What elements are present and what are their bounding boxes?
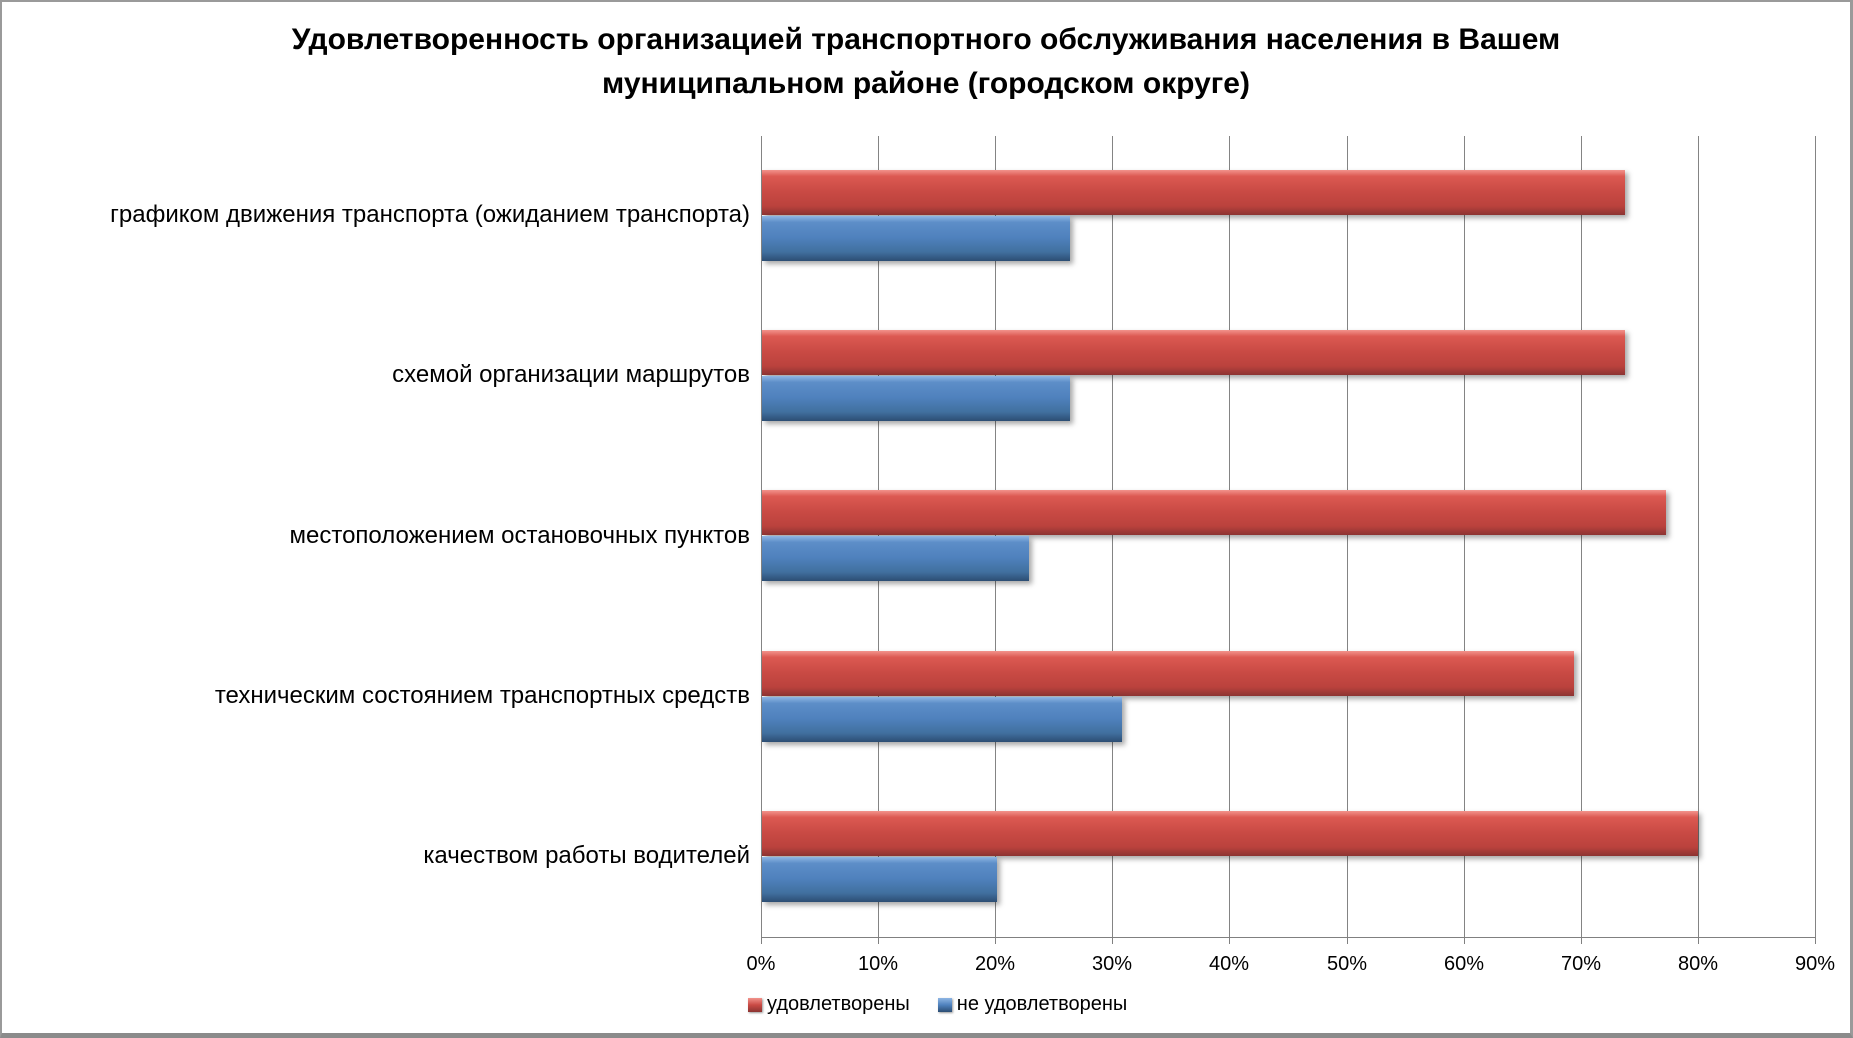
axis-tick-mark bbox=[878, 937, 879, 944]
category-label: схемой организации маршрутов bbox=[392, 361, 750, 388]
bar-satisfied-row3 bbox=[762, 490, 1666, 535]
axis-tick-mark bbox=[1347, 937, 1348, 944]
bar-satisfied-row1 bbox=[762, 170, 1625, 215]
legend-marker-icon bbox=[748, 997, 762, 1012]
bar-unsatisfied-row2 bbox=[762, 376, 1070, 421]
gridline bbox=[1815, 136, 1816, 937]
x-axis-tick-label: 90% bbox=[1794, 953, 1836, 975]
bar-unsatisfied-row1 bbox=[762, 216, 1070, 261]
legend: удовлетворены не удовлетворены bbox=[748, 993, 1127, 1016]
gridline bbox=[1581, 136, 1582, 937]
x-axis-tick-label: 80% bbox=[1677, 953, 1719, 975]
gridline bbox=[1112, 136, 1113, 937]
gridline bbox=[1698, 136, 1699, 937]
gridline bbox=[761, 136, 762, 937]
x-axis-tick-label: 20% bbox=[974, 953, 1016, 975]
axis-tick-mark bbox=[1464, 937, 1465, 944]
bar-unsatisfied-row4 bbox=[762, 697, 1122, 742]
legend-label: удовлетворены bbox=[767, 993, 910, 1015]
axis-tick-mark bbox=[1229, 937, 1230, 944]
x-axis-tick-label: 0% bbox=[746, 953, 776, 975]
x-axis-tick-label: 10% bbox=[857, 953, 899, 975]
legend-item-satisfied: удовлетворены bbox=[748, 993, 910, 1016]
x-axis-tick-label: 70% bbox=[1560, 953, 1602, 975]
x-axis-tick-label: 50% bbox=[1326, 953, 1368, 975]
category-label: качеством работы водителей bbox=[423, 842, 750, 869]
axis-tick-mark bbox=[1698, 937, 1699, 944]
gridline bbox=[1347, 136, 1348, 937]
gridline bbox=[1229, 136, 1230, 937]
x-axis-tick-label: 60% bbox=[1443, 953, 1485, 975]
legend-item-unsatisfied: не удовлетворены bbox=[937, 993, 1128, 1016]
chart-title: Удовлетворенность организацией транспорт… bbox=[2, 18, 1850, 105]
bar-satisfied-row5 bbox=[762, 811, 1698, 856]
bar-unsatisfied-row5 bbox=[762, 857, 997, 902]
axis-tick-mark bbox=[995, 937, 996, 944]
category-label: техническим состоянием транспортных сред… bbox=[214, 682, 750, 709]
x-axis-tick-label: 40% bbox=[1208, 953, 1250, 975]
axis-tick-mark bbox=[1112, 937, 1113, 944]
legend-label: не удовлетворены bbox=[956, 993, 1128, 1015]
legend-marker-icon bbox=[937, 997, 952, 1012]
category-label: графиком движения транспорта (ожиданием … bbox=[110, 201, 750, 228]
x-axis-tick-label: 30% bbox=[1091, 953, 1133, 975]
axis-tick-mark bbox=[1815, 937, 1816, 944]
chart-title-text: Удовлетворенность организацией транспорт… bbox=[291, 23, 1561, 100]
axis-tick-mark bbox=[1581, 937, 1582, 944]
gridline bbox=[1464, 136, 1465, 937]
bar-satisfied-row4 bbox=[762, 651, 1574, 696]
axis-tick-mark bbox=[761, 937, 762, 944]
bar-satisfied-row2 bbox=[762, 330, 1625, 375]
plot-area bbox=[761, 136, 1816, 944]
bar-unsatisfied-row3 bbox=[762, 536, 1029, 581]
category-label: местоположением остановочных пунктов bbox=[289, 522, 751, 549]
